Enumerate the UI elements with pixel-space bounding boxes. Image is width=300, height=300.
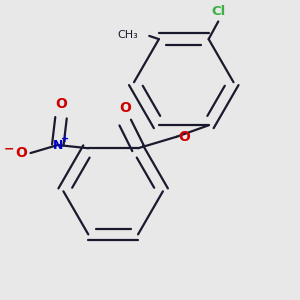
Text: N: N bbox=[52, 139, 63, 152]
Text: CH₃: CH₃ bbox=[117, 30, 138, 40]
Text: Cl: Cl bbox=[211, 4, 225, 18]
Text: O: O bbox=[119, 100, 131, 115]
Text: −: − bbox=[4, 143, 14, 156]
Text: O: O bbox=[178, 130, 190, 144]
Text: +: + bbox=[61, 134, 69, 144]
Text: O: O bbox=[55, 97, 67, 111]
Text: O: O bbox=[15, 146, 27, 160]
